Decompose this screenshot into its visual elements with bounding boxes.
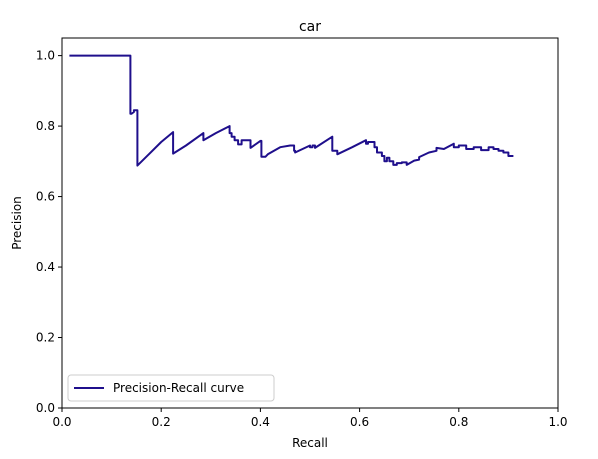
legend-label: Precision-Recall curve xyxy=(113,381,244,395)
x-tick-label: 1.0 xyxy=(548,415,567,429)
y-tick-label: 1.0 xyxy=(36,49,55,63)
y-tick-label: 0.2 xyxy=(36,331,55,345)
y-tick-label: 0.8 xyxy=(36,119,55,133)
plot-area: 0.0 0.2 0.4 0.6 0.8 1.0 0.0 0.2 0.4 0.6 0.8 1.0 xyxy=(36,37,568,429)
legend: Precision-Recall curve xyxy=(67,374,275,402)
chart-title: car xyxy=(299,19,321,35)
series-layer xyxy=(69,54,514,167)
y-axis-ticks: 0.0 0.2 0.4 0.6 0.8 1.0 xyxy=(36,49,62,415)
x-tick-label: 0.4 xyxy=(251,415,270,429)
series-line-0 xyxy=(69,54,514,167)
y-axis-label: Precision xyxy=(10,196,24,250)
y-tick-label: 0.6 xyxy=(36,190,55,204)
y-tick-label: 0.4 xyxy=(36,260,55,274)
x-tick-label: 0.0 xyxy=(52,415,71,429)
x-tick-label: 0.2 xyxy=(152,415,171,429)
x-tick-label: 0.8 xyxy=(449,415,468,429)
axes-frame xyxy=(61,37,559,409)
x-tick-label: 0.6 xyxy=(350,415,369,429)
x-axis-label: Recall xyxy=(292,436,328,450)
legend-box xyxy=(67,374,275,402)
x-axis-ticks: 0.0 0.2 0.4 0.6 0.8 1.0 xyxy=(52,408,568,429)
y-tick-label: 0.0 xyxy=(36,401,55,415)
